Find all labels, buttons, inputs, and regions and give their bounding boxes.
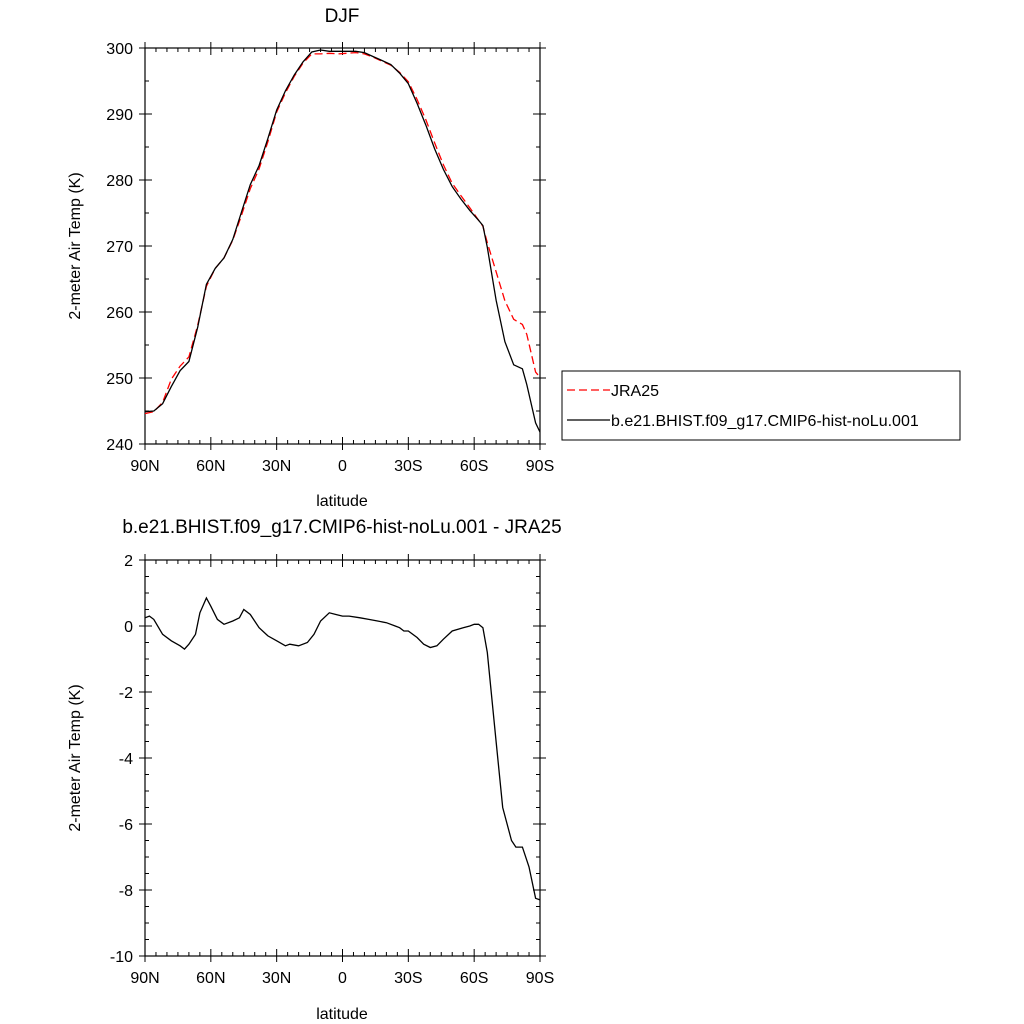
top-y-tick-label: 240 xyxy=(106,437,133,454)
top-line-plot: DJF 2-meter Air Temp (K) latitude 90N 60N… xyxy=(67,6,554,510)
bottom-y-tick-label: -6 xyxy=(119,817,133,834)
bottom-x-tick-label: 30S xyxy=(394,970,422,987)
top-x-axis-label: latitude xyxy=(316,493,368,510)
top-y-tick-label: 250 xyxy=(106,371,133,388)
bottom-y-tick-label: 0 xyxy=(124,619,133,636)
top-x-tick-label: 60S xyxy=(460,458,488,475)
top-x-tick-label: 60N xyxy=(196,458,225,475)
top-x-tick-label: 90S xyxy=(526,458,554,475)
bottom-x-tick-label: 30N xyxy=(262,970,291,987)
bottom-series-line-0 xyxy=(144,596,541,901)
top-plot-title: DJF xyxy=(325,6,360,27)
bottom-y-tick-label: 2 xyxy=(124,553,133,570)
bottom-y-axis-label: 2-meter Air Temp (K) xyxy=(67,684,84,831)
bottom-y-tick-label: -2 xyxy=(119,685,133,702)
legend-label-jra25: JRA25 xyxy=(611,383,659,400)
top-x-tick-label: 30N xyxy=(262,458,291,475)
bottom-difference-plot: b.e21.BHIST.f09_g17.CMIP6-hist-noLu.001 … xyxy=(67,517,562,1023)
bottom-x-tick-label: 60S xyxy=(460,970,488,987)
bottom-y-tick-label: -10 xyxy=(110,949,133,966)
legend-box xyxy=(561,370,961,441)
bottom-plot-title: b.e21.BHIST.f09_g17.CMIP6-hist-noLu.001 … xyxy=(122,517,561,538)
top-series-line-1 xyxy=(144,49,541,433)
bottom-y-tick-label: -8 xyxy=(119,883,133,900)
legend: JRA25 b.e21.BHIST.f09_g17.CMIP6-hist-noL… xyxy=(561,370,961,441)
top-y-tick-label: 270 xyxy=(106,239,133,256)
top-y-tick-label: 260 xyxy=(106,305,133,322)
top-x-tick-label: 0 xyxy=(338,458,347,475)
top-series-line-0 xyxy=(144,51,541,415)
bottom-x-tick-label: 90N xyxy=(130,970,159,987)
bottom-x-tick-label: 0 xyxy=(338,970,347,987)
top-y-tick-label: 280 xyxy=(106,173,133,190)
top-x-tick-label: 90N xyxy=(130,458,159,475)
bottom-x-tick-label: 60N xyxy=(196,970,225,987)
bottom-y-tick-label: -4 xyxy=(119,751,133,768)
bottom-plot-frame xyxy=(144,559,541,957)
top-y-tick-label: 290 xyxy=(106,107,133,124)
top-y-axis-label: 2-meter Air Temp (K) xyxy=(67,172,84,319)
legend-label-model: b.e21.BHIST.f09_g17.CMIP6-hist-noLu.001 xyxy=(611,413,919,430)
top-plot-frame xyxy=(144,47,541,445)
bottom-x-tick-label: 90S xyxy=(526,970,554,987)
top-y-tick-label: 300 xyxy=(106,41,133,58)
top-x-tick-label: 30S xyxy=(394,458,422,475)
bottom-x-axis-label: latitude xyxy=(316,1006,368,1023)
